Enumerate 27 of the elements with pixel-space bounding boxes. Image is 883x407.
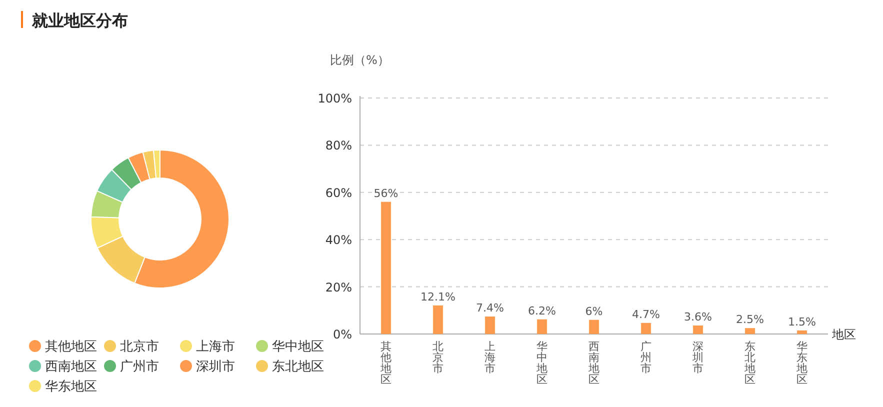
data-label: 6%	[585, 304, 603, 318]
data-label: 7.4%	[476, 302, 504, 315]
x-tick-label: 东北地区	[744, 340, 756, 386]
data-label: 6.2%	[528, 304, 556, 318]
x-tick-label: 北京市	[432, 340, 444, 375]
x-axis-title: 地区	[831, 328, 856, 342]
y-tick-label: 100%	[318, 92, 352, 106]
x-tick-label: 华中地区	[536, 340, 548, 386]
data-label: 2.5%	[736, 313, 764, 326]
x-tick-label: 华东地区	[796, 340, 808, 386]
y-tick-label: 80%	[325, 138, 352, 153]
data-label: 56%	[374, 186, 398, 200]
y-tick-label: 0%	[332, 328, 352, 342]
data-label: 4.7%	[632, 308, 660, 321]
y-tick-label: 60%	[325, 186, 352, 200]
y-tick-label: 20%	[325, 280, 352, 294]
x-tick-label: 西南地区	[588, 340, 600, 386]
data-label: 1.5%	[788, 315, 816, 328]
data-label: 12.1%	[420, 290, 456, 304]
y-axis-title: 比例（%）	[330, 53, 390, 67]
x-tick-label: 深圳市	[692, 340, 704, 375]
x-tick-label: 其他地区	[380, 340, 392, 386]
data-label: 3.6%	[684, 310, 712, 324]
x-tick-label: 上海市	[484, 340, 496, 375]
x-tick-label: 广州市	[640, 340, 652, 375]
y-tick-label: 40%	[325, 233, 352, 248]
chart-title: 就业地区分布	[31, 11, 128, 30]
